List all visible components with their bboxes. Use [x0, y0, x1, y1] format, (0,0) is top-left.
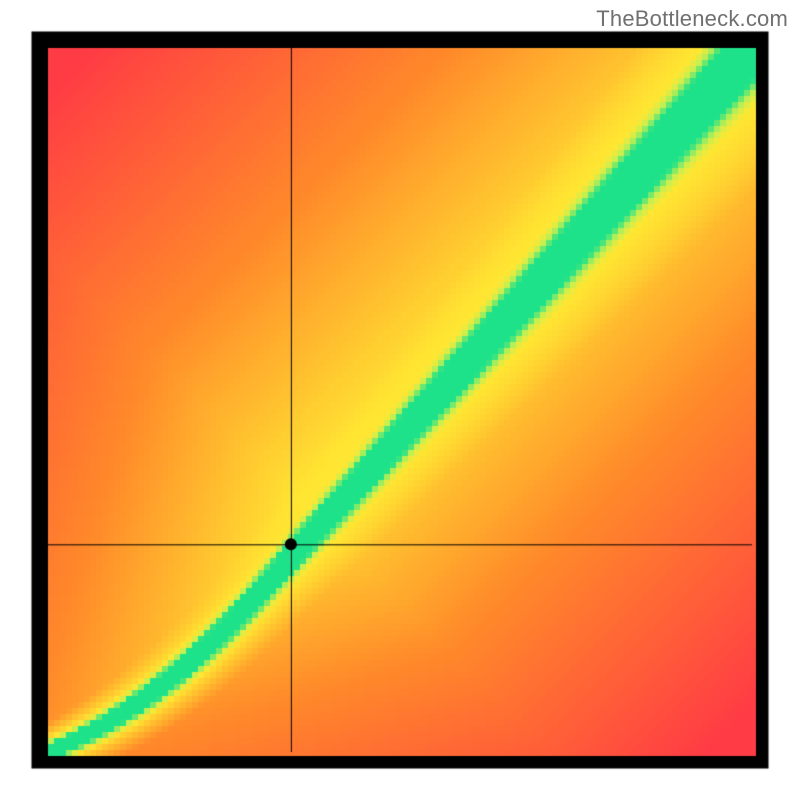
watermark-text: TheBottleneck.com [596, 6, 788, 32]
chart-container: TheBottleneck.com [0, 0, 800, 800]
bottleneck-heatmap-canvas [0, 0, 800, 800]
